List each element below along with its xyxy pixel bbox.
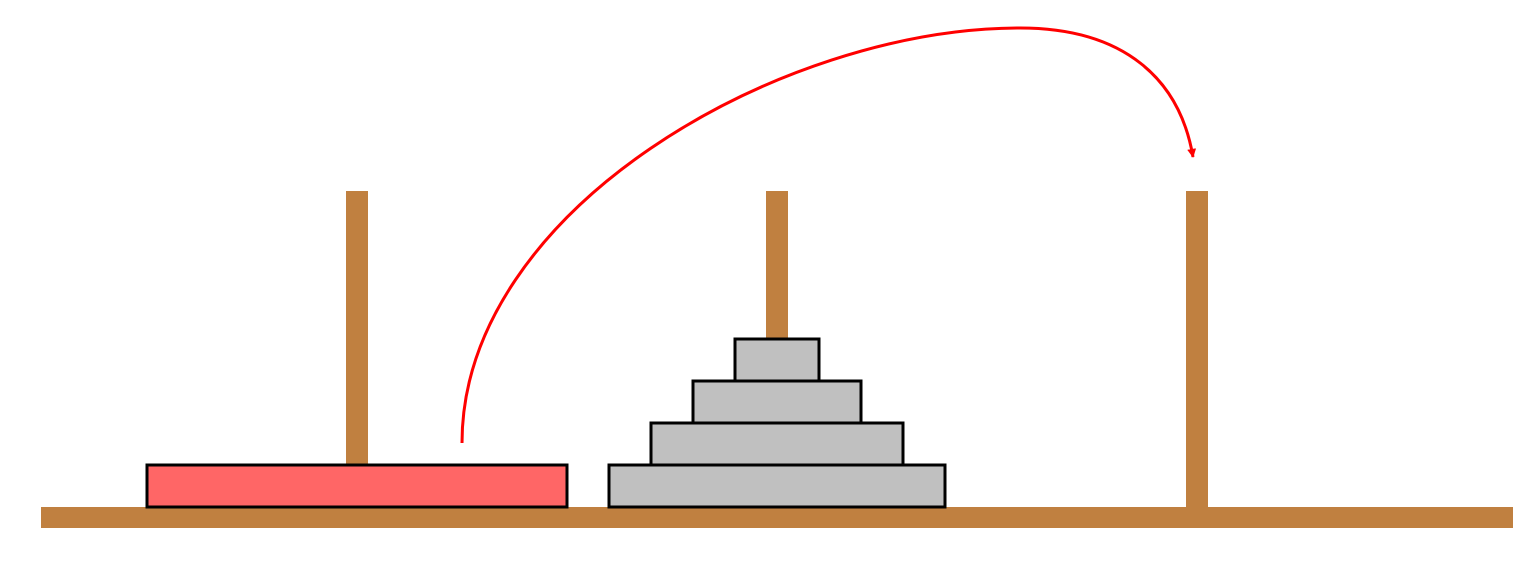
move-arrow [460, 26, 1197, 444]
stack-disk-4 [607, 463, 947, 509]
stack-disk-1 [733, 337, 821, 383]
peg-left [346, 191, 368, 508]
stack-disk-2 [691, 379, 863, 425]
stack-disk-3 [649, 421, 905, 467]
base-board [41, 507, 1513, 528]
peg-right [1186, 191, 1208, 508]
moving-disk [145, 463, 569, 509]
